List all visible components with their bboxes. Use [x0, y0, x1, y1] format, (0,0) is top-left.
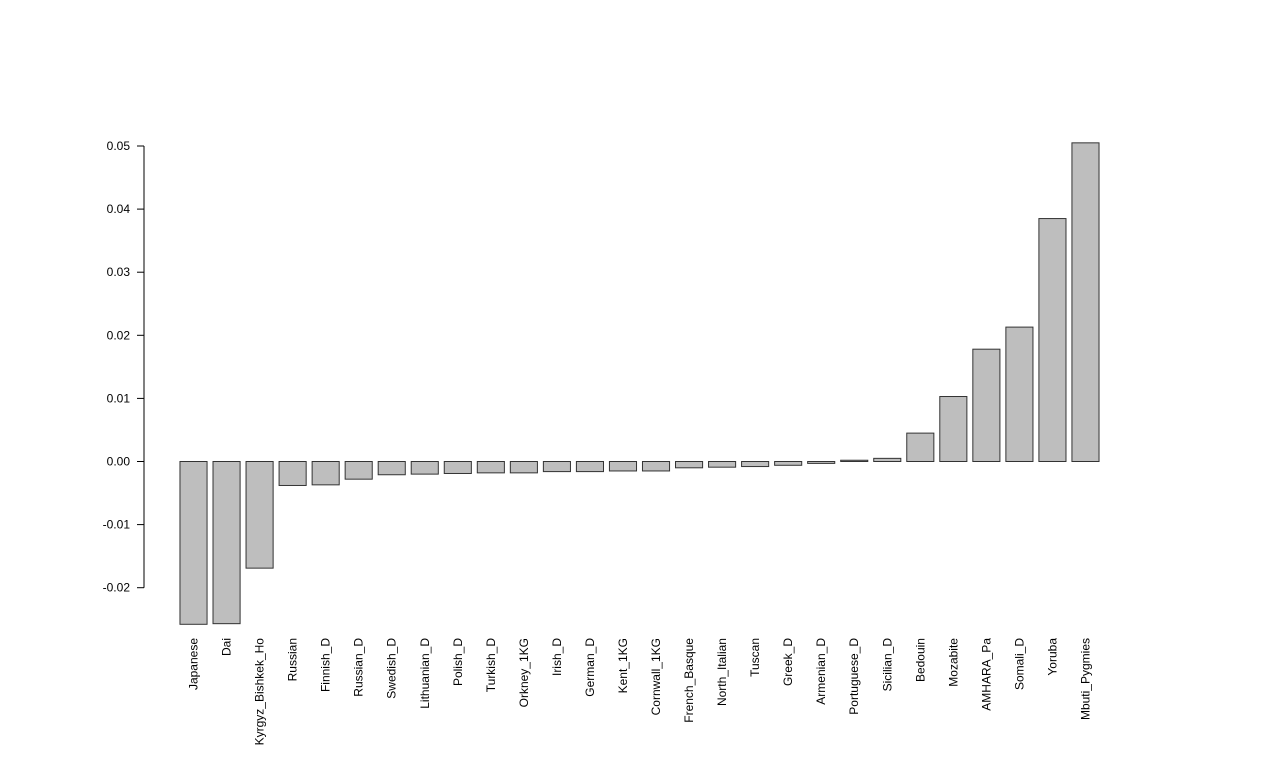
category-label: Japanese — [187, 638, 201, 690]
category-label: Somali_D — [1012, 638, 1026, 690]
bar-yoruba — [1038, 218, 1067, 462]
bar-russian-d — [344, 461, 373, 480]
category-label: Dai — [220, 638, 234, 656]
category-label: Lithuanian_D — [418, 638, 432, 709]
bar-mbuti-pygmies — [1071, 142, 1100, 462]
bar-orkney-1kg — [509, 461, 538, 474]
category-label: Mbuti_Pygmies — [1078, 638, 1092, 720]
bar-japanese — [179, 461, 208, 625]
y-tick-label: 0.03 — [107, 265, 131, 279]
bar-tuscan — [741, 461, 770, 468]
y-tick-label: -0.01 — [103, 518, 131, 532]
bar-north-italian — [708, 461, 737, 468]
category-label: Finnish_D — [319, 638, 333, 692]
category-label: German_D — [583, 638, 597, 697]
bar-dai — [212, 461, 241, 625]
category-label: Polish_D — [451, 638, 465, 686]
bar-bedouin — [906, 432, 935, 462]
y-tick-label: 0.00 — [107, 455, 131, 469]
category-label: Armenian_D — [814, 638, 828, 705]
category-label: Bedouin — [913, 638, 927, 682]
category-label: Swedish_D — [385, 638, 399, 699]
category-labels: Japanese Dai Kyrgyz_Bishkek_Ho Russian Finni… — [187, 638, 1093, 746]
bar-irish-d — [542, 461, 571, 473]
category-label: Kyrgyz_Bishkek_Ho — [253, 638, 267, 746]
category-label: Russian_D — [352, 638, 366, 697]
bar-russian — [278, 461, 307, 486]
category-label: Tuscan — [748, 638, 762, 677]
bar-french-basque — [675, 461, 704, 469]
bar-portuguese-d — [840, 459, 869, 462]
y-tick-label: 0.04 — [107, 202, 131, 216]
bar-greek-d — [774, 461, 803, 466]
category-label: North_Italian — [715, 638, 729, 706]
category-label: Russian — [286, 638, 300, 681]
y-tick-label: 0.05 — [107, 139, 131, 153]
y-tick-label: 0.01 — [107, 391, 131, 405]
bar-cornwall-1kg — [641, 461, 671, 472]
y-tick-label: -0.02 — [103, 581, 131, 595]
bar-kent-1kg — [608, 461, 638, 472]
category-label: Mozabite — [946, 638, 960, 687]
y-axis: -0.02 -0.01 0.00 0.01 0.02 0.03 0.04 0.05 — [103, 139, 145, 595]
bar-finnish-d — [311, 461, 340, 486]
category-label: French_Basque — [682, 638, 696, 723]
bars — [179, 142, 1100, 625]
bar-lithuanian-d — [410, 461, 439, 475]
category-label: Cornwall_1KG — [649, 638, 663, 715]
category-label: Kent_1KG — [616, 638, 630, 693]
bar-sicilian-d — [873, 457, 902, 463]
category-label: Greek_D — [781, 638, 795, 686]
bar-mozabite — [939, 396, 968, 463]
category-label: Sicilian_D — [880, 638, 894, 692]
category-label: Orkney_1KG — [517, 638, 531, 707]
bar-amhara-pa — [972, 348, 1001, 462]
bar-polish-d — [443, 461, 472, 474]
category-label: Yoruba — [1045, 638, 1059, 676]
bar-swedish-d — [377, 461, 406, 476]
bar-somali-d — [1005, 326, 1034, 462]
bar-turkish-d — [476, 461, 505, 474]
category-label: Portuguese_D — [847, 638, 861, 715]
bar-kyrgyz-bishkek-ho — [245, 461, 274, 569]
bar-german-d — [575, 461, 604, 473]
category-label: Irish_D — [550, 638, 564, 676]
bar-armenian-d — [807, 461, 836, 464]
category-label: Turkish_D — [484, 638, 498, 693]
category-label: AMHARA_Pa — [979, 638, 993, 711]
y-tick-label: 0.02 — [107, 328, 131, 342]
